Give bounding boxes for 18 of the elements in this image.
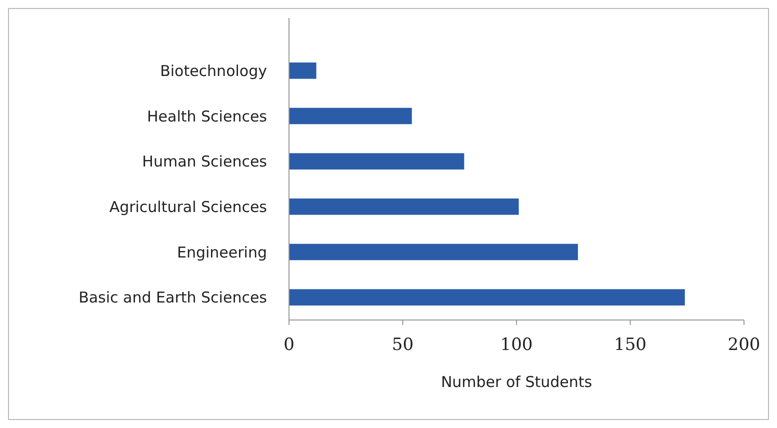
y-tick-label: Engineering — [177, 243, 267, 262]
y-tick-label: Basic and Earth Sciences — [78, 288, 268, 307]
x-tick-label: 0 — [284, 335, 294, 355]
bar — [289, 108, 412, 124]
bar — [289, 153, 464, 170]
y-tick-label: Agricultural Sciences — [109, 198, 268, 216]
x-tick-label: 200 — [728, 335, 760, 355]
bar — [289, 62, 316, 79]
y-tick-label: Biotechnology — [160, 62, 268, 80]
y-tick-label: Health Sciences — [147, 107, 268, 126]
x-tick-label: 100 — [500, 335, 533, 355]
x-tick-label: 50 — [392, 335, 414, 355]
bar — [289, 198, 519, 215]
x-tick-label: 150 — [614, 335, 646, 355]
x-axis-title: Number of Students — [440, 373, 592, 391]
bar — [289, 289, 685, 306]
bar — [289, 244, 578, 260]
y-tick-label: Human Sciences — [142, 152, 268, 171]
